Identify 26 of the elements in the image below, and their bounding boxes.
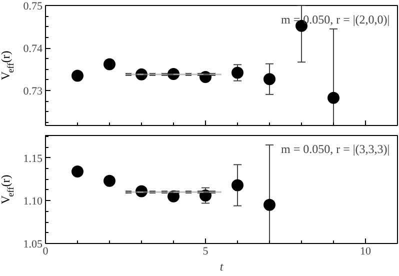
x-tick-label: 5 xyxy=(202,246,209,258)
point xyxy=(264,73,276,86)
annotation: m = 0.050, r = |(2,0,0)| xyxy=(281,12,390,27)
y-tick-label: 1.15 xyxy=(23,152,43,165)
y-tick-label: 0.74 xyxy=(23,43,43,56)
x-tick-label: 10 xyxy=(360,246,372,258)
y-tick-label: 0.75 xyxy=(23,0,43,12)
annotation: m = 0.050, r = |(3,3,3)| xyxy=(281,142,390,156)
y-axis-title: Veff(r) xyxy=(0,174,16,204)
point xyxy=(232,66,244,79)
point xyxy=(72,166,84,178)
point xyxy=(104,58,116,70)
x-axis-title: t xyxy=(220,260,224,274)
point xyxy=(328,92,340,104)
point xyxy=(104,174,116,187)
point xyxy=(168,190,180,202)
point xyxy=(200,71,212,83)
point xyxy=(200,190,212,202)
y-tick-label: 1.05 xyxy=(23,238,43,250)
y-axis-title: Veff(r) xyxy=(0,50,16,80)
point xyxy=(72,70,84,82)
y-tick-label: 1.10 xyxy=(23,196,43,208)
point xyxy=(264,198,276,211)
point xyxy=(232,179,244,192)
x-tick-label: 0 xyxy=(42,246,49,258)
y-tick-label: 0.73 xyxy=(23,86,43,98)
